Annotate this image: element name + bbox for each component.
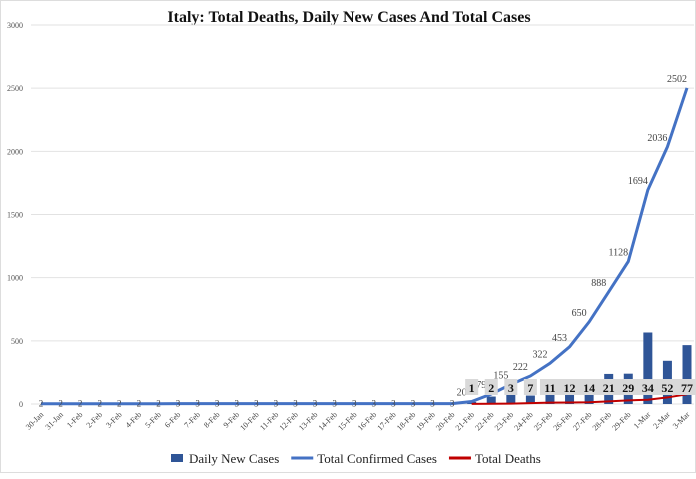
total-cases-label: 2 [58, 399, 63, 409]
total-cases-label: 650 [572, 308, 587, 319]
x-tick-label: 4-Feb [124, 410, 144, 430]
x-tick-label: 11-Feb [258, 410, 280, 432]
total-cases-label: 2 [117, 399, 122, 409]
total-cases-label: 2 [39, 399, 44, 409]
total-cases-label: 3 [195, 399, 200, 409]
total-deaths-label: 1 [469, 381, 475, 395]
total-cases-label: 3 [235, 399, 240, 409]
legend-label: Total Confirmed Cases [317, 451, 437, 466]
total-cases-label: 3 [372, 399, 377, 409]
total-cases-label: 2502 [667, 74, 687, 85]
total-cases-label: 3 [352, 399, 357, 409]
x-tick-label: 23-Feb [493, 410, 515, 432]
total-deaths-label: 3 [508, 381, 514, 395]
x-tick-label: 1-Feb [65, 410, 85, 430]
x-tick-label: 2-Mar [651, 410, 672, 431]
x-tick-label: 20-Feb [434, 410, 456, 432]
total-cases-label: 2 [137, 399, 142, 409]
total-deaths-label: 7 [527, 381, 533, 395]
y-tick-label: 2000 [7, 147, 23, 156]
total-cases-label: 888 [591, 278, 606, 289]
x-tick-label: 6-Feb [163, 410, 183, 430]
x-tick-label: 3-Feb [104, 410, 124, 430]
total-deaths-label: 2 [488, 381, 494, 395]
y-tick-label: 0 [19, 400, 23, 409]
x-tick-label: 30-Jan [24, 410, 45, 431]
x-tick-label: 29-Feb [610, 410, 632, 432]
total-deaths-label: 12 [564, 381, 576, 395]
total-cases-label: 222 [513, 362, 528, 373]
x-tick-label: 15-Feb [336, 410, 358, 432]
x-tick-label: 17-Feb [375, 410, 397, 432]
total-cases-label: 3 [293, 399, 298, 409]
y-tick-label: 3000 [7, 21, 23, 30]
x-tick-label: 19-Feb [415, 410, 437, 432]
total-cases-label: 2 [78, 399, 83, 409]
x-tick-label: 28-Feb [591, 410, 613, 432]
x-tick-label: 2-Feb [85, 410, 105, 430]
legend-label: Daily New Cases [189, 451, 279, 466]
x-tick-label: 7-Feb [182, 410, 202, 430]
x-tick-label: 12-Feb [278, 410, 300, 432]
chart-title: Italy: Total Deaths, Daily New Cases And… [167, 9, 530, 26]
y-tick-label: 2500 [7, 84, 23, 93]
total-cases-label: 1128 [608, 247, 628, 258]
total-cases-label: 3 [391, 399, 396, 409]
total-cases-label: 3 [430, 399, 435, 409]
total-deaths-label: 52 [661, 381, 673, 395]
x-tick-label: 13-Feb [297, 410, 319, 432]
x-tick-label: 10-Feb [238, 410, 260, 432]
total-deaths-label: 77 [681, 381, 693, 395]
line-total-deaths [472, 394, 687, 404]
total-cases-label: 3 [332, 399, 337, 409]
total-cases-label: 322 [532, 349, 547, 360]
total-cases-label: 453 [552, 333, 567, 344]
total-cases-label: 3 [411, 399, 416, 409]
x-tick-label: 26-Feb [552, 410, 574, 432]
total-cases-label: 3 [313, 399, 318, 409]
total-deaths-label: 34 [642, 381, 654, 395]
total-deaths-label: 11 [544, 381, 555, 395]
y-tick-label: 1000 [7, 274, 23, 283]
x-tick-label: 31-Jan [44, 410, 65, 431]
x-tick-label: 22-Feb [473, 410, 495, 432]
total-cases-label: 2 [97, 399, 102, 409]
x-tick-label: 24-Feb [512, 410, 534, 432]
x-tick-label: 14-Feb [317, 410, 339, 432]
line-total-cases [41, 88, 687, 404]
x-tick-label: 1-Mar [632, 410, 653, 431]
x-tick-label: 8-Feb [202, 410, 222, 430]
total-cases-label: 2036 [647, 133, 667, 144]
total-cases-label: 2 [156, 399, 161, 409]
total-cases-label: 3 [450, 399, 455, 409]
total-cases-label: 3 [215, 399, 220, 409]
y-tick-label: 500 [11, 337, 23, 346]
total-cases-label: 3 [176, 399, 181, 409]
total-cases-label: 3 [274, 399, 279, 409]
x-tick-label: 21-Feb [454, 410, 476, 432]
total-cases-label: 3 [254, 399, 259, 409]
x-tick-label: 27-Feb [571, 410, 593, 432]
x-tick-label: 16-Feb [356, 410, 378, 432]
x-tick-label: 18-Feb [395, 410, 417, 432]
legend-label: Total Deaths [475, 451, 541, 466]
y-tick-label: 1500 [7, 211, 23, 220]
x-tick-label: 5-Feb [143, 410, 163, 430]
x-tick-label: 25-Feb [532, 410, 554, 432]
total-deaths-label: 21 [603, 381, 615, 395]
legend-bar-icon [171, 454, 183, 462]
total-deaths-label: 29 [622, 381, 634, 395]
total-cases-label: 1694 [628, 176, 648, 187]
x-tick-label: 3-Mar [671, 410, 692, 431]
total-deaths-label: 14 [583, 381, 595, 395]
